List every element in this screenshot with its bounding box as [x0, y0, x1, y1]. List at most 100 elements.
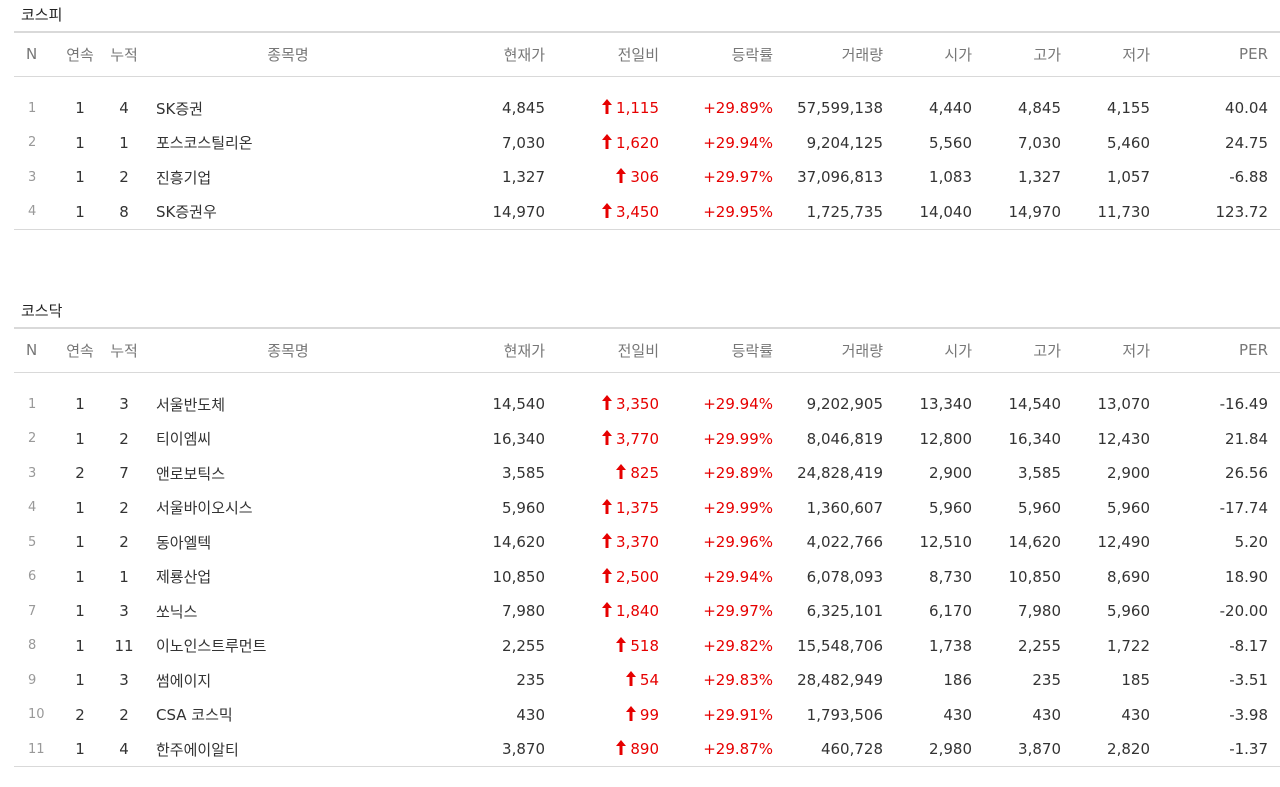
stock-name-link[interactable]: 쏘닉스: [156, 602, 198, 621]
row-number: 5: [28, 534, 37, 550]
low-cell: 12,430: [1097, 429, 1151, 448]
per-cell: -17.74: [1219, 498, 1268, 517]
stock-name-link[interactable]: 동아엘텍: [156, 533, 212, 552]
header-streak[interactable]: 연속: [58, 31, 102, 77]
stock-name-link[interactable]: 서울반도체: [156, 395, 226, 414]
stock-name-link[interactable]: SK증권우: [156, 203, 217, 221]
change-cell: 518: [557, 629, 671, 664]
streak-cell: 1: [75, 602, 85, 621]
streak-cell: 1: [75, 498, 85, 517]
header-volume[interactable]: 거래량: [785, 327, 895, 373]
streak-cell: 1: [75, 395, 85, 414]
stock-name-link[interactable]: 티이엠씨: [156, 430, 212, 449]
price-cell: 16,340: [492, 429, 546, 448]
change-cell: 3,450: [557, 195, 671, 230]
header-rate[interactable]: 등락률: [671, 327, 785, 373]
stock-name-link[interactable]: SK증권: [156, 99, 203, 118]
up-arrow-icon: [616, 636, 627, 652]
header-per[interactable]: PER: [1162, 31, 1280, 77]
streak-cell: 1: [75, 168, 85, 187]
high-cell: 3,870: [1018, 740, 1061, 758]
change-cell: 1,840: [557, 594, 671, 629]
stock-name-link[interactable]: 서울바이오시스: [156, 499, 253, 518]
price-cell: 10,850: [492, 567, 546, 586]
rate-cell: +29.87%: [703, 740, 773, 758]
high-cell: 5,960: [1018, 498, 1061, 517]
header-low[interactable]: 저가: [1073, 327, 1162, 373]
row-number: 10: [28, 707, 45, 723]
per-cell: 24.75: [1225, 133, 1268, 152]
high-cell: 14,620: [1008, 533, 1062, 552]
open-cell: 430: [943, 705, 972, 724]
up-arrow-icon: [602, 99, 613, 115]
header-name[interactable]: 종목명: [146, 31, 430, 77]
header-price[interactable]: 현재가: [430, 31, 557, 77]
up-arrow-icon: [616, 464, 627, 480]
volume-cell: 460,728: [820, 740, 883, 758]
header-total[interactable]: 누적: [102, 31, 146, 77]
change-cell: 890: [557, 732, 671, 767]
header-high[interactable]: 고가: [984, 31, 1073, 77]
stock-name-link[interactable]: CSA 코스믹: [156, 706, 233, 725]
low-cell: 11,730: [1097, 202, 1151, 221]
table-row: 7 1 3 쏘닉스 7,980 1,840 +29.97% 6,325,101 6,170 7,9…: [14, 594, 1280, 629]
header-volume[interactable]: 거래량: [785, 31, 895, 77]
open-cell: 1,738: [929, 636, 972, 655]
streak-cell: 1: [75, 567, 85, 586]
price-cell: 5,960: [502, 498, 545, 517]
stock-name-link[interactable]: 이노인스트루먼트: [156, 637, 267, 656]
open-cell: 1,083: [929, 168, 972, 187]
change-cell: 3,770: [557, 422, 671, 457]
volume-cell: 6,325,101: [806, 602, 883, 621]
up-arrow-icon: [602, 602, 613, 618]
open-cell: 12,800: [919, 429, 973, 448]
row-number: 4: [28, 500, 37, 516]
low-cell: 2,900: [1107, 464, 1150, 483]
open-cell: 6,170: [929, 602, 972, 621]
kosdaq-header-row: N 연속 누적 종목명 현재가 전일비 등락률 거래량 시가 고가 저가 PER: [14, 327, 1280, 373]
kospi-title: 코스피: [21, 6, 63, 24]
header-n[interactable]: N: [14, 31, 58, 77]
total-cell: 3: [119, 671, 129, 690]
kospi-rows: 1 1 4 SK증권 4,845 1,115 +29.89% 57,599,138 4,440 4…: [14, 76, 1280, 229]
stock-name-link[interactable]: 한주에이알티: [156, 740, 239, 759]
header-name[interactable]: 종목명: [146, 327, 430, 373]
stock-name-link[interactable]: 앤로보틱스: [156, 464, 226, 483]
open-cell: 4,440: [929, 99, 972, 118]
high-cell: 7,980: [1018, 602, 1061, 621]
header-n[interactable]: N: [14, 327, 58, 373]
row-number: 4: [28, 204, 37, 219]
header-rate[interactable]: 등락률: [671, 31, 785, 77]
table-row: 6 1 1 제룡산업 10,850 2,500 +29.94% 6,078,093 8,730 1…: [14, 560, 1280, 595]
header-high[interactable]: 고가: [984, 327, 1073, 373]
per-cell: -1.37: [1229, 740, 1268, 758]
stock-name-link[interactable]: 포스코스틸리온: [156, 134, 253, 153]
per-cell: 5.20: [1234, 533, 1268, 552]
header-per[interactable]: PER: [1162, 327, 1280, 373]
header-price[interactable]: 현재가: [430, 327, 557, 373]
stock-name-link[interactable]: 썸에이지: [156, 671, 212, 690]
total-cell: 1: [119, 133, 129, 152]
header-change[interactable]: 전일비: [557, 31, 671, 77]
row-number: 3: [28, 465, 37, 481]
up-arrow-icon: [602, 202, 613, 218]
stock-name-link[interactable]: 진흥기업: [156, 168, 212, 187]
header-low[interactable]: 저가: [1073, 31, 1162, 77]
streak-cell: 1: [75, 533, 85, 552]
total-cell: 3: [119, 395, 129, 414]
header-total[interactable]: 누적: [102, 327, 146, 373]
low-cell: 185: [1121, 671, 1150, 690]
open-cell: 14,040: [919, 202, 973, 221]
row-number: 2: [28, 431, 37, 447]
row-number: 2: [28, 135, 37, 151]
header-open[interactable]: 시가: [895, 31, 984, 77]
header-open[interactable]: 시가: [895, 327, 984, 373]
volume-cell: 8,046,819: [806, 429, 883, 448]
header-change[interactable]: 전일비: [557, 327, 671, 373]
streak-cell: 1: [75, 429, 85, 448]
stock-name-link[interactable]: 제룡산업: [156, 568, 212, 587]
high-cell: 430: [1032, 705, 1061, 724]
up-arrow-icon: [602, 133, 613, 149]
header-streak[interactable]: 연속: [58, 327, 102, 373]
price-cell: 235: [516, 671, 545, 690]
